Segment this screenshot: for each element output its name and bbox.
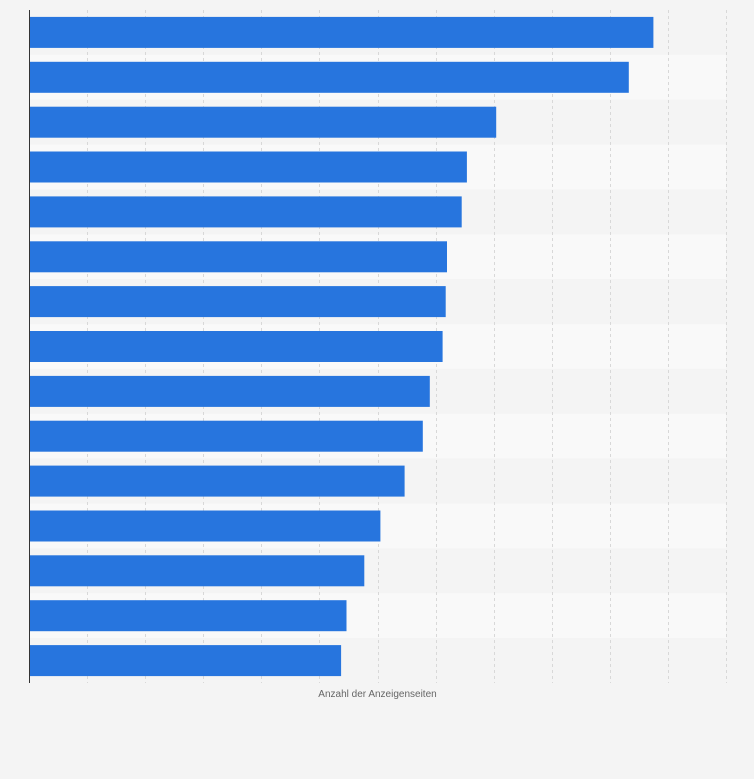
- bar[interactable]: [29, 151, 467, 183]
- bar[interactable]: [29, 61, 629, 93]
- bar[interactable]: [29, 286, 446, 318]
- bars: [29, 16, 654, 677]
- bar[interactable]: [29, 420, 423, 452]
- bar[interactable]: [29, 375, 430, 407]
- bar[interactable]: [29, 600, 347, 632]
- bar[interactable]: [29, 510, 381, 542]
- bar[interactable]: [29, 241, 447, 273]
- bar[interactable]: [29, 196, 462, 228]
- x-axis-label: Anzahl der Anzeigenseiten: [318, 689, 437, 700]
- bar[interactable]: [29, 331, 443, 362]
- bar[interactable]: [29, 106, 497, 138]
- bar[interactable]: [29, 555, 365, 587]
- bar[interactable]: [29, 645, 342, 677]
- bar[interactable]: [29, 465, 405, 497]
- bar[interactable]: [29, 16, 654, 48]
